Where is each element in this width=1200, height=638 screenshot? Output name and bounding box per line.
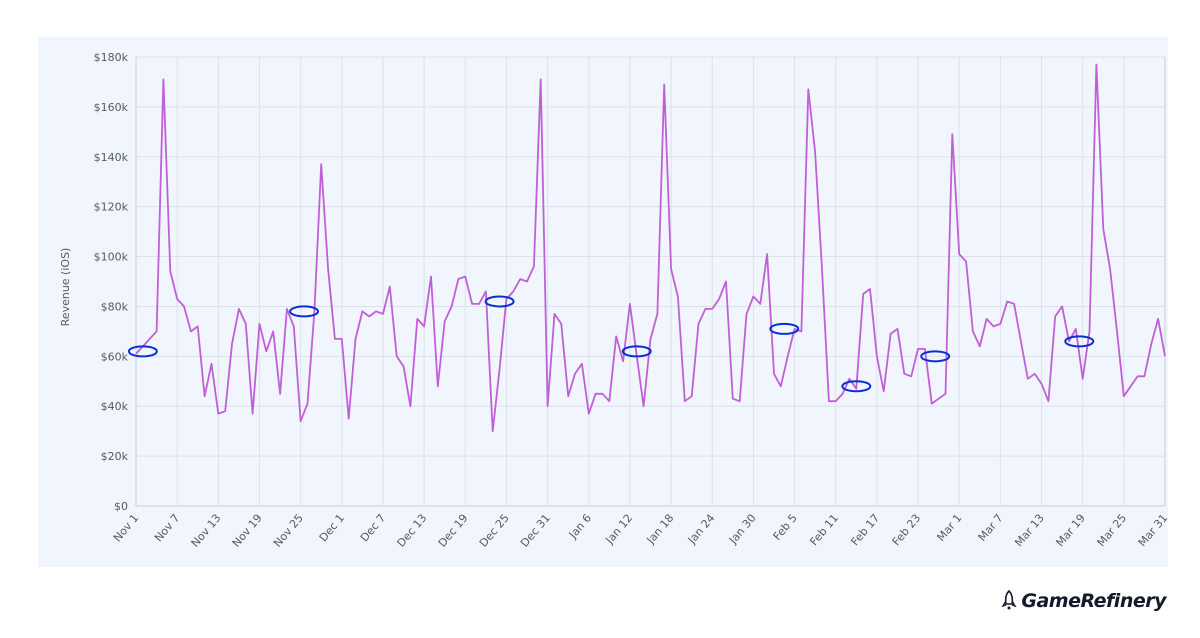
x-tick-label: Mar 1 [934,512,964,544]
revenue-line-chart: $0 $20k $40k $60k $80k $100k $120k $140k $160k $1… [59,51,1168,550]
x-tick-label: Nov 19 [230,512,265,550]
x-tick-label: Feb 23 [890,512,924,549]
y-tick-label: $60k [101,350,129,363]
grid [135,56,1166,507]
y-tick-label: $140k [94,151,129,164]
annotation-ellipse [920,350,951,363]
rocket-icon [1001,590,1017,610]
x-tick-label: Nov 7 [152,512,183,545]
x-tick-label: Feb 17 [848,512,882,549]
y-tick-label: $100k [94,251,129,264]
x-tick-label: Nov 1 [111,512,142,545]
x-tick-label: Dec 1 [317,512,347,545]
logo-text: GameRefinery [1021,590,1166,612]
x-tick-label: Jan 24 [685,512,718,548]
x-tick-label: Nov 25 [271,512,306,550]
annotation-ellipse [621,345,652,358]
x-tick-label: Jan 18 [644,512,677,548]
revenue-series-line [135,63,1166,433]
annotation-ellipse [769,322,800,335]
x-tick-label: Dec 19 [436,512,471,550]
x-tick-label: Dec 7 [358,512,388,545]
annotation-ellipse [1064,335,1095,348]
x-tick-label: Dec 25 [477,512,512,550]
x-tick-label: Dec 31 [518,512,553,550]
x-tick-label: Nov 13 [189,512,224,550]
x-axis-ticks: Nov 1 Nov 7 Nov 13 Nov 19 Nov 25 Dec 1 Dec 7 De… [111,512,1168,550]
y-tick-label: $80k [101,300,129,313]
y-axis-ticks: $0 $20k $40k $60k $80k $100k $120k $140k $160k $1… [94,51,129,513]
annotation-ellipse [841,380,872,393]
annotation-ellipses [127,295,1095,393]
x-tick-label: Mar 19 [1053,512,1088,550]
annotation-ellipse [484,295,515,308]
x-tick-label: Feb 11 [807,512,841,549]
annotation-ellipse [127,345,158,358]
x-tick-label: Feb 5 [771,512,800,543]
x-tick-label: Mar 31 [1136,512,1168,550]
y-tick-label: $0 [114,500,128,513]
y-tick-label: $40k [101,400,129,413]
chart-panel: $0 $20k $40k $60k $80k $100k $120k $140k $160k $1… [38,37,1168,567]
x-tick-label: Mar 25 [1095,512,1130,550]
x-tick-label: Jan 30 [726,512,759,548]
y-tick-label: $180k [94,51,129,64]
y-axis-label: Revenue (iOS) [59,248,72,327]
x-tick-label: Jan 6 [566,512,594,542]
y-tick-label: $160k [94,101,129,114]
annotation-ellipse [289,305,320,318]
x-tick-label: Dec 13 [395,512,430,550]
y-tick-label: $120k [94,201,129,214]
y-tick-label: $20k [101,450,129,463]
x-tick-label: Mar 7 [976,512,1006,544]
gamerefinery-logo: GameRefinery [1001,590,1166,612]
x-tick-label: Mar 13 [1012,512,1047,550]
x-tick-label: Jan 12 [602,512,635,548]
